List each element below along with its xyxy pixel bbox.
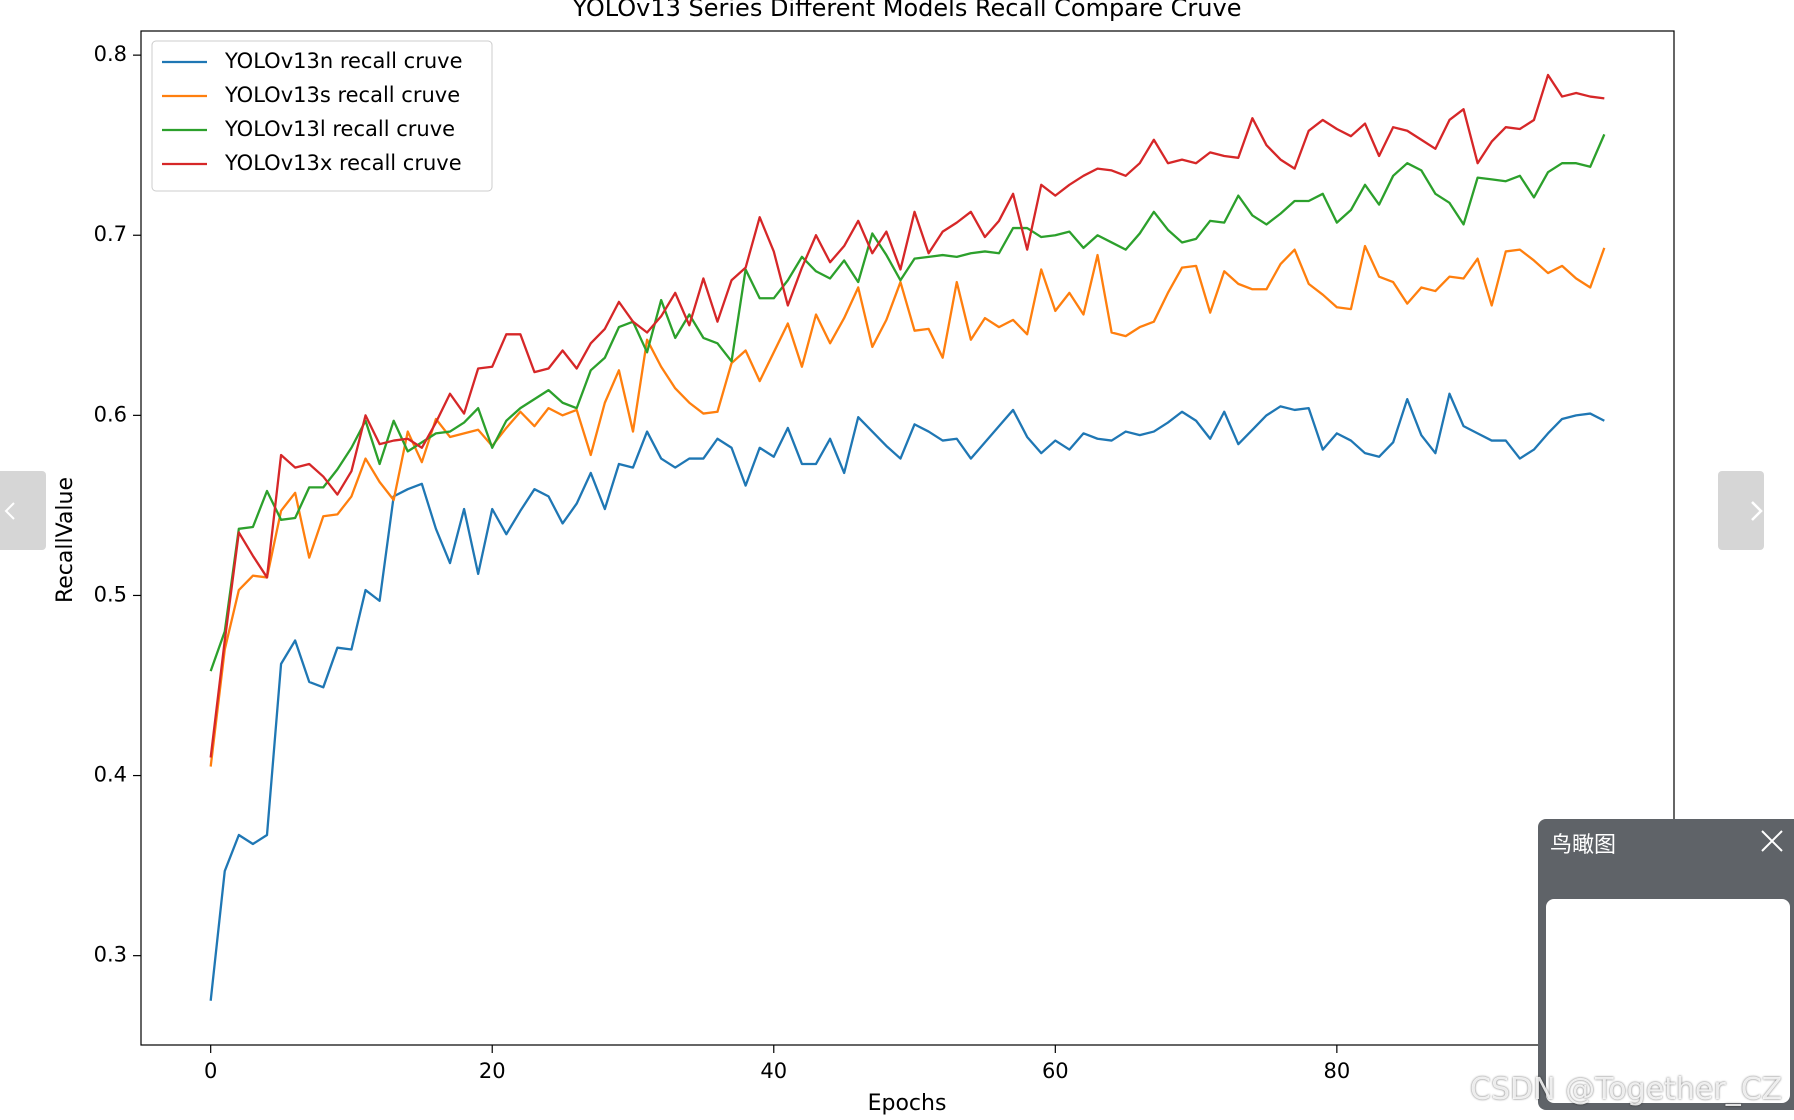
chart-title: YOLOv13 Series Different Models Recall C… [572, 0, 1242, 22]
legend: YOLOv13n recall cruve YOLOv13s recall cru… [151, 40, 493, 192]
series-line [209, 244, 1606, 767]
panel-title: 鸟瞰图 [1550, 833, 1617, 858]
prev-icon [4, 502, 15, 520]
legend-label: YOLOv13n recall cruve [224, 49, 463, 73]
series-line [209, 133, 1606, 672]
next-icon [1751, 501, 1763, 521]
y-tick-label: 0.5 [94, 582, 127, 606]
watermark: CSDN @Together_CZ [1470, 1072, 1783, 1107]
y-tick-label: 0.6 [94, 402, 127, 426]
y-tick-label: 0.4 [94, 763, 127, 787]
plot-frame [140, 30, 1675, 1046]
legend-label: YOLOv13x recall cruve [224, 151, 462, 175]
next-button[interactable] [1718, 471, 1764, 550]
x-tick-label: 20 [479, 1059, 506, 1083]
legend-box [151, 40, 493, 192]
y-tick-label: 0.8 [94, 42, 127, 66]
x-tick-label: 0 [204, 1059, 217, 1083]
x-tick-label: 40 [760, 1059, 787, 1083]
y-tick-label: 0.7 [94, 222, 127, 246]
prev-button[interactable] [0, 471, 46, 550]
x-tick-label: 60 [1042, 1059, 1069, 1083]
legend-label: YOLOv13s recall cruve [224, 83, 460, 107]
overview-thumbnail [1546, 899, 1790, 1103]
x-axis-label: Epochs [868, 1091, 947, 1116]
x-tick-label: 80 [1323, 1059, 1350, 1083]
close-button[interactable] [1760, 829, 1784, 853]
series-line [209, 73, 1605, 758]
overview-panel: 鸟瞰图 [1538, 819, 1794, 1110]
y-tick-label: 0.3 [94, 943, 127, 967]
y-axis-label: RecallValue [53, 477, 78, 603]
legend-label: YOLOv13l recall cruve [224, 117, 455, 141]
series-line [209, 392, 1605, 1001]
